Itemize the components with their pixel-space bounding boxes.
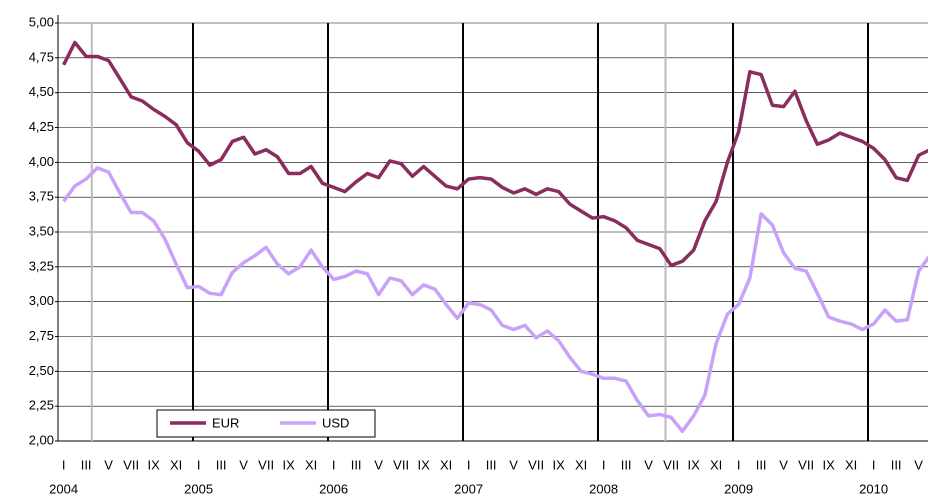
legend: EUR USD: [170, 415, 349, 430]
x-tick-label: XI: [575, 457, 587, 472]
x-tick-label: V: [239, 457, 248, 472]
grid: [55, 15, 928, 442]
y-tick-label: 2,75: [29, 328, 54, 343]
x-tick-label: VII: [528, 457, 544, 472]
year-label: 2010: [859, 481, 888, 496]
y-tick-label: 3,25: [29, 258, 54, 273]
year-label: 2006: [319, 481, 348, 496]
y-tick-label: 4,75: [29, 49, 54, 64]
x-tick-label: I: [197, 457, 201, 472]
x-tick-label: IX: [417, 457, 430, 472]
legend-label: EUR: [212, 415, 239, 430]
x-tick-label: V: [914, 457, 923, 472]
year-label: 2008: [589, 481, 618, 496]
x-tick-label: XI: [170, 457, 182, 472]
x-tick-label: I: [737, 457, 741, 472]
x-tick-label: III: [81, 457, 92, 472]
y-tick-label: 2,25: [29, 398, 54, 413]
x-tick-label: III: [216, 457, 227, 472]
legend-label: USD: [322, 415, 349, 430]
x-tick-label: XI: [305, 457, 317, 472]
vertical-lines: [90, 23, 869, 441]
x-tick-label: IX: [687, 457, 700, 472]
year-label: 2009: [724, 481, 753, 496]
x-tick-label: III: [486, 457, 497, 472]
x-tick-label: V: [644, 457, 653, 472]
y-tick-label: 2,50: [29, 363, 54, 378]
series-line: [62, 40, 928, 268]
y-tick-label: 5,00: [29, 14, 54, 29]
year-label: 2004: [49, 481, 78, 496]
x-tick-label: VII: [663, 457, 679, 472]
y-tick-label: 4,00: [29, 154, 54, 169]
x-tick-label: VII: [258, 457, 274, 472]
x-tick-label: IX: [552, 457, 565, 472]
year-label: 2005: [184, 481, 213, 496]
x-tick-label: I: [872, 457, 876, 472]
x-tick-label: III: [891, 457, 902, 472]
x-tick-label: IX: [147, 457, 160, 472]
x-tick-label: XI: [710, 457, 722, 472]
x-tick-label: V: [779, 457, 788, 472]
x-tick-label: IX: [282, 457, 295, 472]
y-tick-label: 4,25: [29, 119, 54, 134]
x-tick-label: V: [509, 457, 518, 472]
y-tick-label: 3,00: [29, 293, 54, 308]
y-tick-label: 2,00: [29, 432, 54, 447]
series-lines: [62, 40, 928, 433]
y-tick-label: 3,75: [29, 189, 54, 204]
labels: 2,00 2,25 2,50 2,75 3,00 3,25 3,50 3,75 4,00 4,25…: [29, 14, 924, 496]
x-tick-label: III: [621, 457, 632, 472]
x-tick-label: I: [602, 457, 606, 472]
year-label: 2007: [454, 481, 483, 496]
x-tick-label: I: [467, 457, 471, 472]
series-line: [62, 166, 928, 433]
y-tick-label: 4,50: [29, 84, 54, 99]
x-tick-label: VII: [798, 457, 814, 472]
x-tick-label: IX: [822, 457, 835, 472]
x-tick-label: VII: [123, 457, 139, 472]
x-tick-label: III: [351, 457, 362, 472]
y-tick-label: 3,50: [29, 223, 54, 238]
x-tick-label: III: [756, 457, 767, 472]
x-tick-label: V: [374, 457, 383, 472]
x-tick-label: XI: [440, 457, 452, 472]
x-tick-label: I: [332, 457, 336, 472]
x-tick-label: XI: [845, 457, 857, 472]
x-tick-label: I: [62, 457, 66, 472]
x-tick-label: V: [104, 457, 113, 472]
x-tick-label: VII: [393, 457, 409, 472]
